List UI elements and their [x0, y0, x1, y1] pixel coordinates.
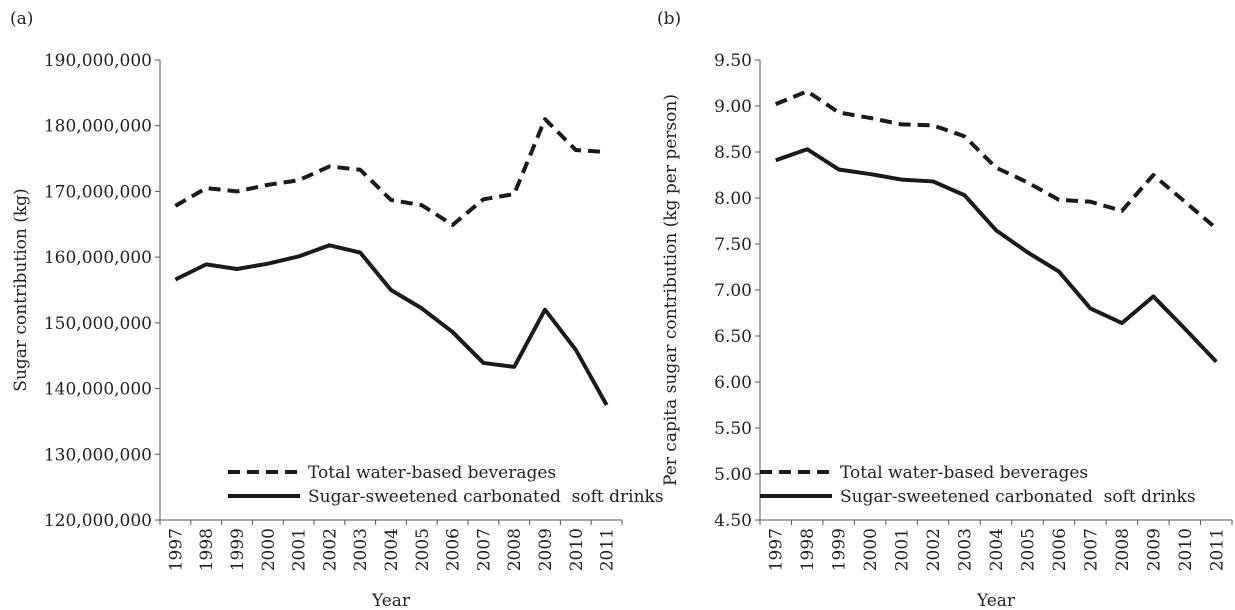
x-tick-label: 2002 [924, 528, 944, 571]
legend-label: Sugar-sweetened carbonated soft drinks [308, 487, 664, 507]
x-tick-label: 2007 [1081, 528, 1101, 571]
x-tick-label: 2001 [290, 528, 310, 571]
legend-label: Sugar-sweetened carbonated soft drinks [840, 487, 1196, 507]
x-axis-title: Year [976, 591, 1016, 610]
x-tick-label: 2000 [861, 528, 881, 571]
y-tick-label: 9.00 [714, 97, 752, 117]
x-tick-label: 2005 [413, 528, 433, 571]
x-tick-label: 2009 [1144, 528, 1164, 571]
x-tick-label: 2006 [444, 528, 464, 571]
x-tick-label: 2000 [259, 528, 279, 571]
x-tick-label: 2004 [382, 528, 402, 571]
y-tick-label: 8.00 [714, 189, 752, 209]
x-tick-label: 2003 [956, 528, 976, 571]
panel-label: (b) [657, 9, 681, 29]
x-axis-title: Year [371, 591, 411, 610]
x-tick-label: 2009 [536, 528, 556, 571]
x-tick-label: 2008 [1113, 528, 1133, 571]
y-tick-label: 6.00 [714, 373, 752, 393]
y-tick-label: 180,000,000 [44, 117, 152, 137]
legend-label: Total water-based beverages [840, 463, 1088, 483]
y-tick-label: 4.50 [714, 511, 752, 531]
x-tick-label: 2001 [893, 528, 913, 571]
y-axis-title: Sugar contribution (kg) [11, 188, 31, 391]
y-tick-label: 140,000,000 [44, 380, 152, 400]
legend-label: Total water-based beverages [308, 463, 556, 483]
y-tick-label: 5.50 [714, 419, 752, 439]
y-tick-label: 160,000,000 [44, 248, 152, 268]
x-tick-label: 1999 [228, 528, 248, 571]
x-tick-label: 2005 [1018, 528, 1038, 571]
x-tick-label: 2006 [1050, 528, 1070, 571]
x-tick-label: 2011 [598, 528, 618, 571]
y-tick-label: 120,000,000 [44, 511, 152, 531]
y-tick-label: 6.50 [714, 327, 752, 347]
x-tick-label: 1998 [798, 528, 818, 571]
x-tick-label: 2004 [987, 528, 1007, 571]
series-line [174, 243, 609, 406]
series-line [775, 147, 1218, 364]
x-tick-label: 2011 [1207, 528, 1227, 571]
y-tick-label: 7.00 [714, 281, 752, 301]
y-axis-title: Per capita sugar contribution (kg per pe… [661, 94, 681, 486]
series-line [774, 89, 1218, 230]
x-tick-label: 2007 [474, 528, 494, 571]
series-line [174, 117, 607, 227]
x-tick-label: 2008 [505, 528, 525, 571]
x-tick-label: 2002 [320, 528, 340, 571]
y-tick-label: 170,000,000 [44, 182, 152, 202]
y-tick-label: 190,000,000 [44, 51, 152, 71]
x-tick-label: 2010 [1176, 528, 1196, 571]
x-tick-label: 1997 [767, 528, 787, 571]
y-tick-label: 9.50 [714, 51, 752, 71]
y-tick-label: 7.50 [714, 235, 752, 255]
x-tick-label: 1999 [830, 528, 850, 571]
x-tick-label: 2003 [351, 528, 371, 571]
y-tick-label: 130,000,000 [44, 445, 152, 465]
panel-label: (a) [10, 9, 33, 29]
x-tick-label: 1997 [166, 528, 186, 571]
x-tick-label: 2010 [567, 528, 587, 571]
y-tick-label: 150,000,000 [44, 314, 152, 334]
y-tick-label: 8.50 [714, 143, 752, 163]
y-tick-label: 5.00 [714, 465, 752, 485]
x-tick-label: 1998 [197, 528, 217, 571]
